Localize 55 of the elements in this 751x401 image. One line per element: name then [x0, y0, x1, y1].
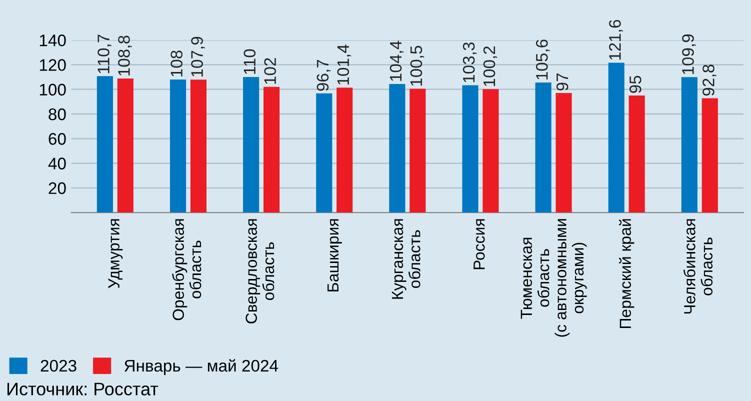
x-tick-label: Тюменская область (с автономными округами): [520, 219, 587, 337]
data-label: 110: [244, 49, 256, 74]
data-label: 92,8: [702, 64, 716, 96]
x-tick-label: Удмуртия: [108, 219, 123, 288]
bar: [190, 80, 207, 213]
bar: [316, 93, 332, 213]
bar: [628, 96, 645, 213]
data-label: 109,9: [682, 34, 696, 74]
bar: [608, 62, 624, 213]
data-label: 107,9: [191, 36, 205, 77]
data-label: 108,8: [118, 36, 132, 76]
x-tick-label: Россия: [474, 219, 485, 270]
data-label: 110,7: [98, 34, 112, 74]
bar: [263, 86, 280, 213]
data-label: 101,4: [337, 44, 352, 85]
bar: [96, 76, 113, 213]
legend-label: 2023: [40, 360, 76, 372]
bar: [410, 88, 426, 213]
data-label: 100,5: [410, 46, 424, 86]
data-label: 105,6: [536, 40, 550, 80]
data-label: 95: [629, 76, 642, 93]
x-tick-label: Курганская область: [392, 219, 420, 299]
bar: [462, 85, 478, 213]
data-label: 102: [264, 58, 276, 84]
data-label: 121,6: [609, 20, 623, 60]
y-tick-label: 120: [40, 59, 66, 71]
data-label: 103,3: [462, 42, 477, 82]
x-tick-label: Башкирия: [328, 219, 342, 292]
y-tick-label: 40: [48, 158, 66, 170]
bar: [336, 88, 353, 213]
y-tick-label: 20: [48, 182, 66, 194]
x-tick-label: Челябинская область: [683, 219, 713, 314]
data-label: 104,4: [390, 40, 404, 81]
bar: [170, 80, 186, 213]
y-tick-label: 80: [48, 108, 66, 120]
y-tick-label: 60: [48, 133, 66, 145]
text: Источник: Росстат: [7, 382, 158, 396]
bar: [389, 84, 406, 213]
bar: [702, 98, 718, 213]
y-tick-label: 140: [40, 34, 66, 46]
legend-label: Январь — май 2024: [124, 359, 278, 375]
x-tick-label: Свердловская область: [246, 219, 274, 324]
data-label: 108: [170, 50, 182, 76]
data-label: 100,2: [483, 46, 498, 86]
bar: [243, 77, 260, 213]
bar: [681, 77, 698, 213]
y-tick-label: 100: [40, 84, 66, 96]
bar: [482, 89, 499, 213]
bar: [535, 82, 552, 213]
x-tick-label: Пермский край: [619, 219, 634, 328]
data-label: 97: [556, 74, 568, 90]
bar: [117, 78, 134, 213]
x-tick-label: Оренбургская область: [172, 219, 202, 320]
data-label: 96,7: [316, 60, 331, 91]
bar: [556, 93, 572, 213]
